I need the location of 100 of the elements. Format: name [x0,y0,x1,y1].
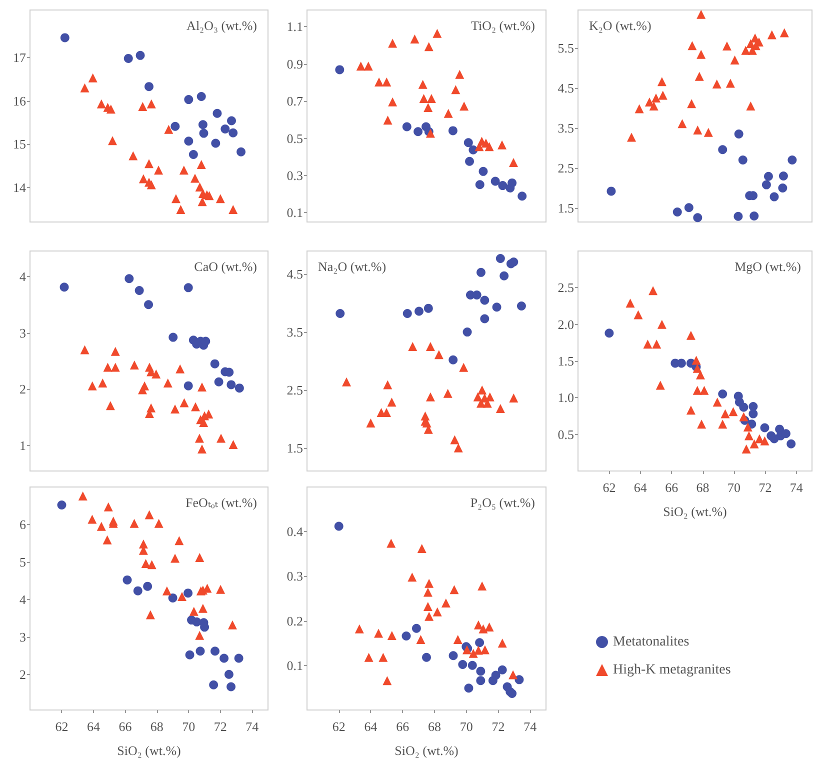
point [518,192,527,201]
point [171,194,180,204]
point [476,676,486,686]
y-tick-label: 1.1 [286,19,303,34]
point [692,356,701,365]
point [684,203,694,212]
point [426,392,435,402]
point [335,65,344,74]
text: K₂O (wt.%) [589,18,652,33]
point [178,592,187,601]
point [746,102,756,110]
point [144,300,154,310]
x-axis-title: SiO₂ (wt.%) [117,743,181,758]
point [468,648,478,658]
point [424,578,434,588]
point [176,364,185,374]
point [468,660,477,670]
point [458,660,468,670]
legend-label: High-K metagranites [613,662,731,678]
point [104,502,113,512]
point [786,439,796,448]
point [227,116,236,126]
y-tick-label: 5 [20,554,26,570]
point [216,434,226,443]
point [704,128,713,137]
point [426,342,435,352]
point [459,362,468,372]
point [184,136,194,146]
point [424,102,433,112]
point [734,212,743,221]
point [198,604,208,613]
point [134,286,144,295]
point [718,390,728,398]
point [498,665,507,674]
point [110,346,120,356]
x-tick-label: 68 [696,480,710,495]
point [500,271,509,280]
point [657,77,666,86]
point [760,436,770,446]
point [143,582,152,591]
point [185,650,194,660]
point [179,166,188,175]
point [106,104,116,114]
x-tick-label: 74 [246,719,260,734]
point [190,402,200,412]
point [184,381,193,390]
point [696,370,705,380]
point [474,620,483,630]
point [146,180,156,190]
x-tick-label: 68 [428,719,441,734]
point [464,138,473,148]
y-tick-label: 6 [20,516,26,532]
point [146,610,155,620]
y-tick-label: 3.5 [558,120,574,136]
y-tick-label: 1.5 [558,354,574,368]
point [760,423,770,432]
point [106,401,115,410]
point [168,332,178,342]
x-tick-label: 64 [634,480,648,495]
point [195,552,204,562]
point [124,274,134,284]
point [228,440,238,449]
y-tick-label: 0.4 [286,524,304,540]
point [88,514,97,524]
point [386,538,396,548]
y-tick-label: 15 [13,136,26,152]
x-tick-label: 68 [150,719,164,734]
text: Na₂O (wt.%) [318,259,386,274]
point [356,62,366,71]
point [464,684,474,693]
y-tick-label: 3 [20,325,26,340]
y-tick-label: 1.5 [558,200,574,216]
point [103,362,112,372]
point [686,406,696,415]
y-tick-label: 0.1 [286,205,303,220]
point [656,380,665,390]
point [408,572,417,582]
point [382,77,392,86]
point [693,126,702,134]
x-tick-label: 62 [332,719,346,734]
x-tick-label: 64 [364,719,378,734]
point [448,651,458,660]
point [234,384,244,393]
point [96,99,106,108]
point [224,670,234,679]
x-tick-label: 70 [182,719,196,734]
point [163,378,172,388]
point [228,128,238,138]
point [195,630,204,640]
point [451,85,460,94]
point [209,680,218,690]
point [414,127,423,136]
point [80,83,90,92]
point [508,178,517,188]
point [216,584,226,594]
point [767,30,776,40]
y-tick-label: 0.3 [286,168,303,184]
point [718,145,728,154]
point [476,268,486,277]
point [696,50,706,59]
